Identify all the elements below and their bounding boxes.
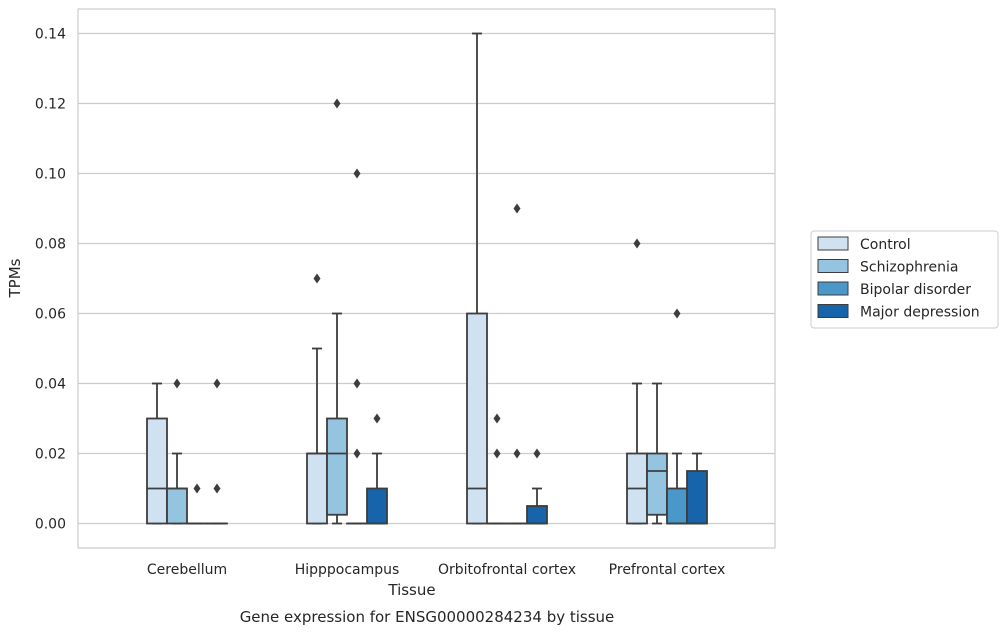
outlier-point <box>313 273 321 284</box>
y-axis-ticks: 0.00 0.02 0.04 0.06 0.08 0.10 0.12 0.14 <box>35 27 66 533</box>
x-tick-label: Orbitofrontal cortex <box>438 562 576 578</box>
box-3-2 <box>526 448 548 525</box>
box-2-3 <box>666 308 688 525</box>
outlier-point <box>193 483 201 494</box>
box-1-2 <box>486 413 508 525</box>
legend-swatch <box>817 281 849 296</box>
outlier-point <box>373 413 381 424</box>
box-2-0 <box>186 483 208 525</box>
y-tick-label: 0.02 <box>35 447 66 463</box>
legend-frame <box>810 230 999 329</box>
outlier-point <box>333 98 341 109</box>
outlier-point <box>213 378 221 389</box>
box-iqr <box>166 487 188 525</box>
outlier-point <box>353 168 361 179</box>
box-plot-marks <box>146 32 708 525</box>
outlier-point <box>493 413 501 424</box>
x-axis-label: Tissue <box>387 581 435 599</box>
y-tick-label: 0.04 <box>35 377 66 393</box>
legend-swatch <box>817 304 849 318</box>
x-tick-label: Prefrontal cortex <box>609 562 726 578</box>
outlier-point <box>353 448 361 459</box>
legend-label: Control <box>860 237 911 253</box>
legend-label: Schizophrenia <box>860 260 958 276</box>
box-3-3 <box>686 452 708 525</box>
y-tick-label: 0.10 <box>35 167 66 183</box>
box-3-1 <box>366 413 388 525</box>
box-0-2 <box>466 32 488 525</box>
box-iqr <box>366 487 388 525</box>
box-iqr <box>646 452 668 516</box>
outlier-point <box>213 483 221 494</box>
legend-swatch <box>817 236 849 251</box>
box-1-0 <box>166 378 188 525</box>
box-2-1 <box>346 168 368 525</box>
outlier-point <box>673 308 681 319</box>
y-axis-label: TPMs <box>6 258 24 298</box>
box-iqr <box>146 417 168 525</box>
legend-swatch <box>817 259 849 273</box>
outlier-point <box>633 238 641 249</box>
chart-caption: Gene expression for ENSG00000284234 by t… <box>240 608 615 626</box>
outlier-point <box>513 203 521 214</box>
legend: Control Schizophrenia Bipolar disorder Majo… <box>810 230 999 329</box>
outlier-point <box>533 448 541 459</box>
box-3-0 <box>206 378 228 525</box>
box-1-3 <box>646 382 668 525</box>
outlier-point <box>493 448 501 459</box>
y-tick-label: 0.00 <box>35 517 66 533</box>
legend-label: Bipolar disorder <box>860 282 971 298</box>
box-0-0 <box>146 382 168 525</box>
legend-label: Major depression <box>860 305 980 321</box>
box-iqr <box>526 505 548 525</box>
box-1-1 <box>326 98 348 525</box>
y-tick-label: 0.08 <box>35 237 66 253</box>
box-iqr <box>306 452 328 525</box>
x-tick-label: Cerebellum <box>147 562 227 578</box>
box-0-1 <box>306 273 328 525</box>
y-tick-label: 0.14 <box>35 27 66 43</box>
y-tick-label: 0.12 <box>35 97 66 113</box>
x-axis-ticks: Cerebellum Hipppocampus Orbitofrontal cort… <box>147 562 725 578</box>
outlier-point <box>513 448 521 459</box>
box-iqr <box>326 417 348 516</box>
x-tick-label: Hipppocampus <box>295 562 400 578</box>
box-2-2 <box>506 203 528 525</box>
box-iqr <box>686 470 708 525</box>
plot-frame <box>77 8 776 549</box>
y-tick-label: 0.06 <box>35 307 66 323</box>
outlier-point <box>353 378 361 389</box>
outlier-point <box>173 378 181 389</box>
box-iqr <box>466 312 488 525</box>
box-iqr <box>666 487 688 525</box>
